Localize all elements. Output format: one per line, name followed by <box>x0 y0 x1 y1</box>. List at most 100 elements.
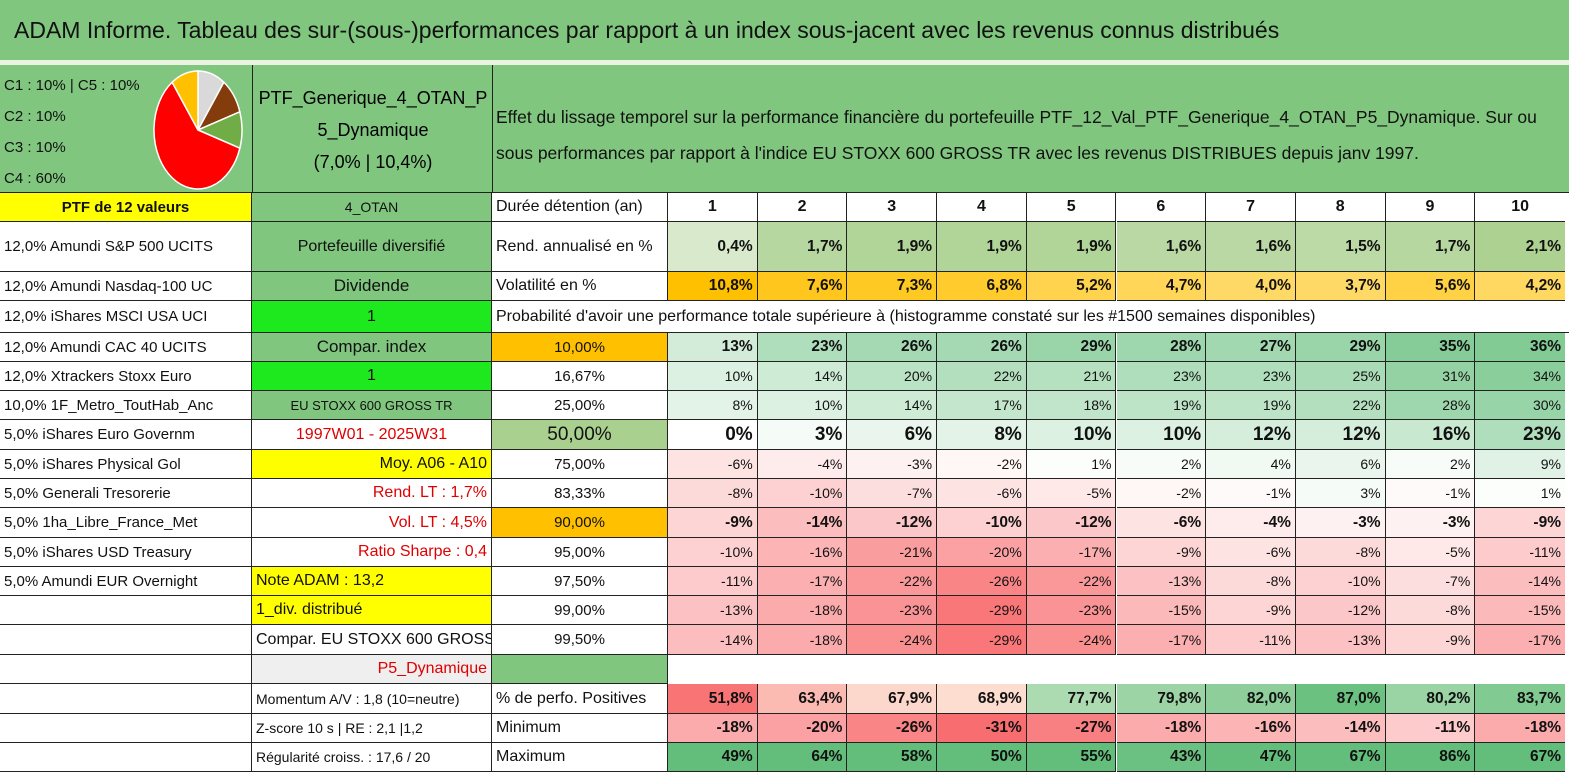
value-cell: 14% <box>757 362 848 391</box>
value-cell: -9% <box>1385 625 1476 655</box>
portfolio-name: PTF_Generique_4_OTAN_P5_Dynamique <box>258 88 488 140</box>
value-cell: 14% <box>847 391 938 420</box>
value-cell: -18% <box>1116 714 1207 743</box>
empty-cell <box>0 596 252 625</box>
value-cell: 1,9% <box>937 222 1027 272</box>
value-cell: -10% <box>757 479 848 508</box>
info: 1 <box>252 301 492 333</box>
value-cell: -27% <box>1026 714 1117 743</box>
value-cell: -31% <box>937 714 1027 743</box>
info: Régularité croiss. : 17,6 / 20 <box>252 743 492 772</box>
value-cell: 10,8% <box>668 272 758 301</box>
holding: 10,0% 1F_Metro_ToutHab_Anc <box>0 391 252 420</box>
pie-legend: C2 : 10% <box>4 107 66 125</box>
info: Dividende <box>252 272 492 301</box>
value-cell: -17% <box>1475 625 1565 655</box>
value-cell: 86% <box>1385 743 1476 772</box>
value-cell: 6,8% <box>937 272 1027 301</box>
description: Effet du lissage temporel sur la perform… <box>496 107 1537 163</box>
value-cell: 4,7% <box>1116 272 1207 301</box>
value-cell: 28% <box>1116 333 1207 362</box>
empty-cell <box>0 743 252 772</box>
info: Note ADAM : 13,2 <box>252 567 492 596</box>
value-cell: -29% <box>937 625 1027 655</box>
value-cell: 68,9% <box>937 684 1027 714</box>
value-cell: 5 <box>1026 193 1117 222</box>
row-label: 25,00% <box>492 391 668 420</box>
info: Ratio Sharpe : 0,4 <box>252 538 492 567</box>
value-cell: 6 <box>1116 193 1207 222</box>
value-cell: 2 <box>757 193 848 222</box>
value-cell: 6% <box>1295 450 1386 479</box>
value-cell: 43% <box>1116 743 1207 772</box>
value-cell: 3 <box>847 193 938 222</box>
value-cell: 1 <box>668 193 758 222</box>
holding: 5,0% iShares USD Treasury <box>0 538 252 567</box>
empty-cell <box>0 684 252 714</box>
value-cell: 0% <box>668 420 758 450</box>
value-cell: 9% <box>1475 450 1565 479</box>
value-cell: 10% <box>1026 420 1117 450</box>
value-cell: 5,2% <box>1026 272 1117 301</box>
value-cell: 36% <box>1475 333 1565 362</box>
value-cell: 2% <box>1116 450 1207 479</box>
value-cell: 1,9% <box>847 222 938 272</box>
value-cell: -8% <box>1295 538 1386 567</box>
pie-chart <box>153 70 243 190</box>
value-cell: 31% <box>1385 362 1476 391</box>
value-cell: -6% <box>937 479 1027 508</box>
value-cell: 67% <box>1475 743 1565 772</box>
value-cell: 77,7% <box>1026 684 1117 714</box>
info: Portefeuille diversifié <box>252 222 492 272</box>
value-cell: 51,8% <box>668 684 758 714</box>
pie-legend: C1 : 10% | C5 : 10% <box>4 76 140 94</box>
row-label: 83,33% <box>492 479 668 508</box>
value-cell: -21% <box>847 538 938 567</box>
holding: 5,0% iShares Physical Gol <box>0 450 252 479</box>
value-cell: -23% <box>847 596 938 625</box>
value-cell: 3% <box>1295 479 1386 508</box>
value-cell: -9% <box>1475 508 1565 538</box>
value-cell: 12% <box>1295 420 1386 450</box>
value-cell: 22% <box>1295 391 1386 420</box>
holding: 12,0% Amundi Nasdaq-100 UC <box>0 272 252 301</box>
value-cell: 23% <box>1116 362 1207 391</box>
value-cell: -17% <box>757 567 848 596</box>
value-cell: -12% <box>1026 508 1117 538</box>
value-cell: 10% <box>668 362 758 391</box>
value-cell: 4,2% <box>1475 272 1565 301</box>
value-cell: -7% <box>1385 567 1476 596</box>
value-cell: 9 <box>1385 193 1476 222</box>
value-cell: -17% <box>1026 538 1117 567</box>
value-cell: -11% <box>1475 538 1565 567</box>
value-cell: 4 <box>937 193 1027 222</box>
value-cell: -6% <box>668 450 758 479</box>
value-cell: -6% <box>1206 538 1296 567</box>
holding: 5,0% 1ha_Libre_France_Met <box>0 508 252 538</box>
value-cell: 2,1% <box>1475 222 1565 272</box>
info: Moy. A06 - A10 <box>252 450 492 479</box>
row-label: 99,00% <box>492 596 668 625</box>
divider <box>252 65 253 193</box>
value-cell: 87,0% <box>1295 684 1386 714</box>
pie-legend: C4 : 60% <box>4 169 66 187</box>
row-label: 99,50% <box>492 625 668 655</box>
value-cell: 26% <box>847 333 938 362</box>
row-label: 97,50% <box>492 567 668 596</box>
value-cell: -14% <box>1475 567 1565 596</box>
value-cell: 58% <box>847 743 938 772</box>
value-cell: 1% <box>1026 450 1117 479</box>
value-cell: 35% <box>1385 333 1476 362</box>
info: P5_Dynamique <box>252 655 492 684</box>
holding: 5,0% iShares Euro Governm <box>0 420 252 450</box>
value-cell: -18% <box>668 714 758 743</box>
value-cell: -29% <box>937 596 1027 625</box>
value-cell: -15% <box>1475 596 1565 625</box>
value-cell: -24% <box>847 625 938 655</box>
value-cell: -7% <box>847 479 938 508</box>
info: 4_OTAN <box>252 193 492 222</box>
row-label: 16,67% <box>492 362 668 391</box>
value-cell: 26% <box>937 333 1027 362</box>
value-cell: -8% <box>668 479 758 508</box>
value-cell: -10% <box>668 538 758 567</box>
